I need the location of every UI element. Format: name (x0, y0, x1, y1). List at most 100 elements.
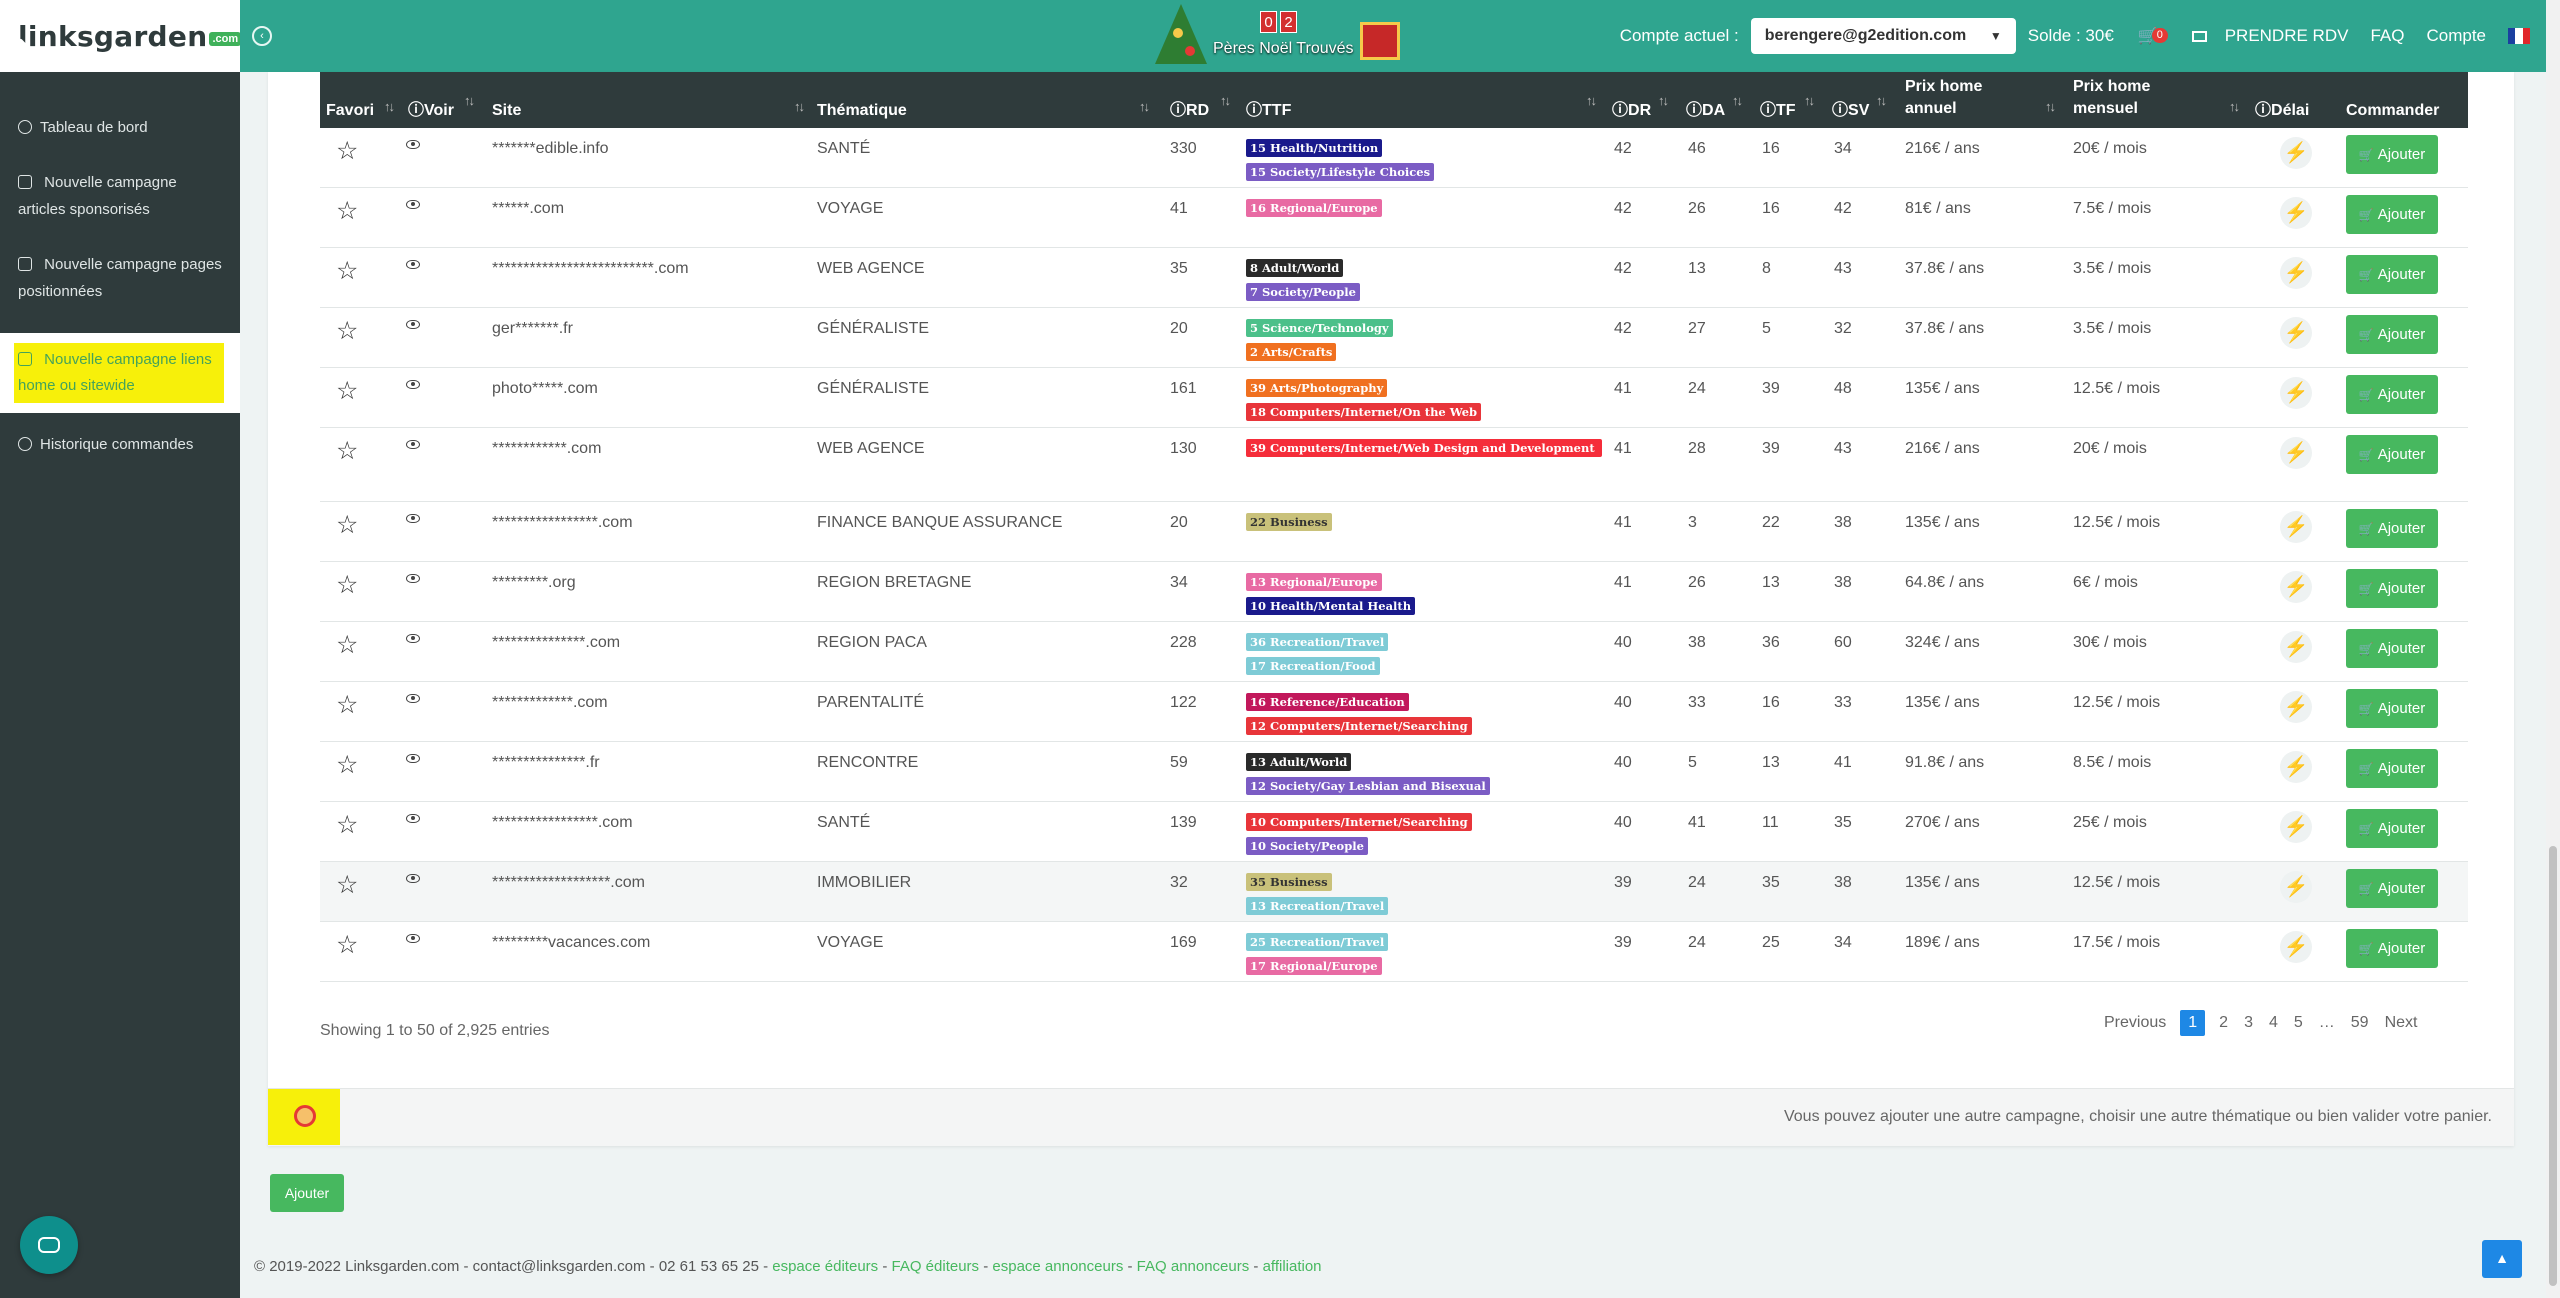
footer-link-affiliation[interactable]: affiliation (1262, 1258, 1322, 1275)
pagination-page[interactable]: 2 (2219, 1014, 2229, 1031)
col-header-ttf[interactable]: ⓘTTF ↑↓ (1246, 93, 1597, 119)
pagination-page[interactable]: 3 (2244, 1014, 2253, 1031)
account-select[interactable]: berengere@g2edition.com ▼ (1750, 18, 2016, 54)
price-monthly: 17.5€ / mois (2073, 934, 2161, 951)
add-to-cart-button[interactable]: 🛒 Ajouter (2346, 435, 2438, 474)
santa-icon[interactable] (268, 1089, 340, 1145)
favorite-star-icon[interactable]: ☆ (336, 257, 359, 285)
lightning-icon: ⚡ (2280, 931, 2312, 963)
view-eye-icon[interactable] (406, 320, 420, 329)
col-header-favori[interactable]: Favori ↑↓ (326, 99, 395, 119)
favorite-star-icon[interactable]: ☆ (336, 437, 359, 465)
add-to-cart-button[interactable]: 🛒 Ajouter (2346, 135, 2438, 174)
view-eye-icon[interactable] (406, 440, 420, 449)
view-eye-icon[interactable] (406, 260, 420, 269)
add-to-cart-button[interactable]: 🛒 Ajouter (2346, 929, 2438, 968)
collapse-sidebar-icon[interactable]: ‹ (252, 26, 272, 46)
pagination-next[interactable]: Next (2384, 1014, 2418, 1031)
sidebar-item-liens-home[interactable]: Nouvelle campagne liens home ou sitewide (14, 343, 224, 403)
add-to-cart-button[interactable]: 🛒 Ajouter (2346, 869, 2438, 908)
history-icon (18, 437, 32, 451)
view-eye-icon[interactable] (406, 574, 420, 583)
favorite-star-icon[interactable]: ☆ (336, 691, 359, 719)
pagination-page[interactable]: 4 (2268, 1014, 2278, 1031)
scrollbar[interactable] (2546, 0, 2560, 1298)
view-eye-icon[interactable] (406, 200, 420, 209)
pagination-page[interactable]: 1 (2180, 1010, 2206, 1036)
tf-value: 16 (1762, 694, 1780, 711)
site-theme: GÉNÉRALISTE (817, 380, 930, 397)
add-to-cart-button[interactable]: 🛒 Ajouter (2346, 629, 2438, 668)
add-to-cart-button[interactable]: 🛒 Ajouter (2346, 749, 2438, 788)
col-header-voir[interactable]: ⓘVoir ↑↓ (408, 93, 475, 119)
dr-value: 40 (1614, 814, 1632, 831)
col-header-dr[interactable]: ⓘDR ↑↓ (1612, 93, 1669, 119)
footer-link-faq-editeurs[interactable]: FAQ éditeurs (891, 1258, 980, 1275)
price-annual: 37.8€ / ans (1905, 260, 1985, 277)
view-eye-icon[interactable] (406, 380, 420, 389)
col-header-thematique[interactable]: Thématique ↑↓ (817, 99, 1150, 119)
footer-link-espace-editeurs[interactable]: espace éditeurs (772, 1258, 879, 1275)
mail-icon[interactable] (2191, 30, 2207, 42)
sidebar-nav: Tableau de bord Nouvelle campagne articl… (0, 114, 240, 458)
favorite-star-icon[interactable]: ☆ (336, 751, 359, 779)
footer-link-faq-annonceurs[interactable]: FAQ annonceurs (1136, 1258, 1250, 1275)
col-header-tf[interactable]: ⓘTF ↑↓ (1760, 93, 1815, 119)
add-to-cart-button[interactable]: 🛒 Ajouter (2346, 315, 2438, 354)
category-tag: 16 Regional/Europe (1246, 199, 1382, 217)
pagination-page[interactable]: 5 (2293, 1014, 2303, 1031)
col-header-prix-mensuel[interactable]: Prix home mensuel ↑↓ (2073, 78, 2240, 117)
view-eye-icon[interactable] (406, 140, 420, 149)
scroll-to-top-button[interactable]: ▲ (2482, 1240, 2522, 1278)
sidebar-item-dashboard[interactable]: Tableau de bord (0, 114, 240, 141)
favorite-star-icon[interactable]: ☆ (336, 137, 359, 165)
add-to-cart-button[interactable]: 🛒 Ajouter (2346, 195, 2438, 234)
sidebar-item-historique[interactable]: Historique commandes (0, 431, 240, 458)
col-header-delai[interactable]: ⓘDélai (2255, 102, 2310, 119)
favorite-star-icon[interactable]: ☆ (336, 317, 359, 345)
category-tag: 12 Society/Gay Lesbian and Bisexual (1246, 777, 1490, 795)
account-link[interactable]: Compte (2426, 26, 2486, 45)
sidebar-item-articles-sponsorises[interactable]: Nouvelle campagne articles sponsorisés (0, 169, 240, 223)
col-header-site[interactable]: Site ↑↓ (492, 99, 805, 119)
dr-value: 42 (1614, 200, 1632, 217)
faq-link[interactable]: FAQ (2370, 26, 2405, 45)
favorite-star-icon[interactable]: ☆ (336, 511, 359, 539)
favorite-star-icon[interactable]: ☆ (336, 377, 359, 405)
add-to-cart-button[interactable]: 🛒 Ajouter (2346, 255, 2438, 294)
rdv-link[interactable]: PRENDRE RDV (2224, 26, 2349, 45)
view-eye-icon[interactable] (406, 934, 420, 943)
view-eye-icon[interactable] (406, 694, 420, 703)
chat-button[interactable] (20, 1216, 78, 1274)
french-flag-icon[interactable] (2508, 28, 2530, 44)
favorite-star-icon[interactable]: ☆ (336, 871, 359, 899)
add-campaign-button[interactable]: Ajouter (270, 1174, 344, 1212)
table-row: ☆ *********.org REGION BRETAGNE 34 13 Region… (320, 562, 2468, 622)
view-eye-icon[interactable] (406, 754, 420, 763)
add-to-cart-button[interactable]: 🛒 Ajouter (2346, 509, 2438, 548)
col-header-da[interactable]: ⓘDA ↑↓ (1686, 93, 1743, 119)
col-header-sv[interactable]: ⓘSV ↑↓ (1832, 93, 1887, 119)
logo[interactable]: linksgarden .com (0, 0, 242, 72)
view-eye-icon[interactable] (406, 814, 420, 823)
favorite-star-icon[interactable]: ☆ (336, 811, 359, 839)
favorite-star-icon[interactable]: ☆ (336, 631, 359, 659)
add-to-cart-button[interactable]: 🛒 Ajouter (2346, 375, 2438, 414)
add-to-cart-button[interactable]: 🛒 Ajouter (2346, 569, 2438, 608)
add-to-cart-button[interactable]: 🛒 Ajouter (2346, 809, 2438, 848)
view-eye-icon[interactable] (406, 514, 420, 523)
favorite-star-icon[interactable]: ☆ (336, 571, 359, 599)
sidebar-item-pages-positionnees[interactable]: Nouvelle campagne pages positionnées (0, 251, 240, 305)
scrollbar-thumb[interactable] (2549, 846, 2557, 1286)
view-eye-icon[interactable] (406, 874, 420, 883)
pagination-previous[interactable]: Previous (2104, 1014, 2167, 1031)
cart-button[interactable]: 🛒 0 (2138, 26, 2168, 46)
favorite-star-icon[interactable]: ☆ (336, 931, 359, 959)
view-eye-icon[interactable] (406, 634, 420, 643)
col-header-prix-annuel[interactable]: Prix home annuel ↑↓ (1905, 78, 2056, 117)
col-header-rd[interactable]: ⓘRD ↑↓ (1170, 93, 1231, 119)
pagination-page[interactable]: 59 (2350, 1014, 2369, 1031)
favorite-star-icon[interactable]: ☆ (336, 197, 359, 225)
add-to-cart-button[interactable]: 🛒 Ajouter (2346, 689, 2438, 728)
footer-link-espace-annonceurs[interactable]: espace annonceurs (992, 1258, 1124, 1275)
